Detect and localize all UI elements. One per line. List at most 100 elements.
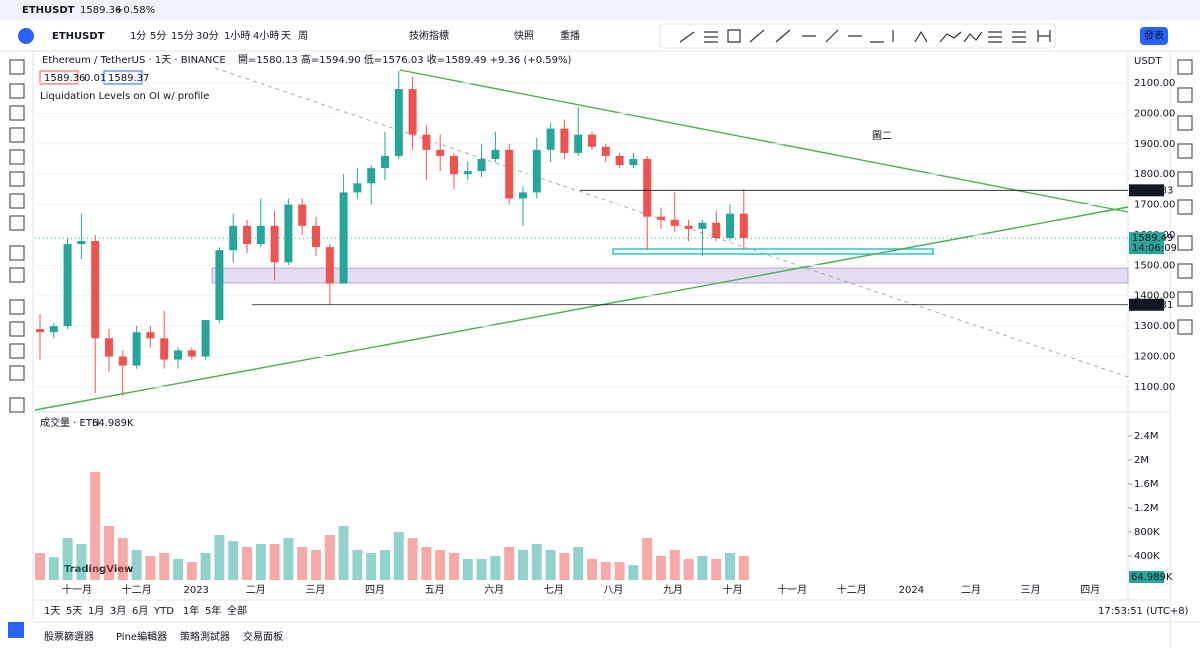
volume-value: 64.989K xyxy=(92,418,134,429)
range-button[interactable]: YTD xyxy=(153,606,174,617)
x-tick-label: 十一月 xyxy=(777,583,807,596)
volume-bar xyxy=(614,562,625,580)
tool-icon[interactable] xyxy=(9,365,25,381)
x-tick-label: 三月 xyxy=(305,584,325,596)
range-button[interactable]: 5年 xyxy=(205,604,221,617)
spread: 0.01 xyxy=(84,73,106,84)
tool-icon[interactable] xyxy=(9,343,25,359)
side-icon[interactable] xyxy=(1177,115,1193,131)
panel-tab[interactable]: Pine編輯器 xyxy=(116,630,167,643)
candle-body xyxy=(36,329,44,333)
volume-bar xyxy=(504,547,515,580)
candle-body xyxy=(670,219,679,226)
tool-icon[interactable] xyxy=(9,397,25,413)
interval-button[interactable]: 1小時 xyxy=(224,30,250,42)
volume-bar xyxy=(559,553,570,580)
range-button[interactable]: 3月 xyxy=(110,605,126,617)
avatar[interactable] xyxy=(18,28,34,44)
candle-body xyxy=(422,134,431,150)
side-icon[interactable] xyxy=(1177,291,1193,307)
x-tick-label: 二月 xyxy=(246,584,266,596)
tab-change: +0.58% xyxy=(115,5,155,16)
tool-icon[interactable] xyxy=(9,193,25,209)
volume-bar xyxy=(228,541,239,580)
tool-icon[interactable] xyxy=(9,171,25,187)
volume-bar xyxy=(117,538,128,580)
candle-body xyxy=(91,241,100,339)
tool-icon[interactable] xyxy=(9,149,25,165)
y-tick-label: 1900.00 xyxy=(1134,139,1175,150)
side-icon[interactable] xyxy=(1177,263,1193,279)
tool-icon[interactable] xyxy=(9,299,25,315)
range-button[interactable]: 5天 xyxy=(66,606,82,617)
y-tick-label: 1100.00 xyxy=(1134,382,1175,393)
volume-bar xyxy=(669,550,680,580)
panel-tab[interactable]: 股票篩選器 xyxy=(44,630,94,643)
candle-body xyxy=(229,225,238,251)
volume-tick-label: 1.2M xyxy=(1134,503,1159,514)
volume-bar xyxy=(186,562,197,580)
side-icon[interactable] xyxy=(1177,199,1193,215)
candle-body xyxy=(298,204,307,226)
candle-body xyxy=(118,356,127,366)
range-button[interactable]: 6月 xyxy=(132,605,148,617)
y-tick-label: 1800.00 xyxy=(1134,169,1175,180)
tool-icon[interactable] xyxy=(9,215,25,231)
volume-bar xyxy=(104,526,114,580)
tool-icon[interactable] xyxy=(9,245,25,261)
range-button[interactable]: 1天 xyxy=(44,606,60,617)
tab-bar xyxy=(0,0,1200,20)
tool-icon[interactable] xyxy=(9,59,25,75)
candle-body xyxy=(698,222,707,229)
x-tick-label: 四月 xyxy=(365,584,385,596)
candle-body xyxy=(367,168,376,184)
snapshot-button[interactable]: 快照 xyxy=(514,30,534,42)
tool-icon[interactable] xyxy=(9,127,25,143)
side-icon[interactable] xyxy=(1177,171,1193,187)
candle-body xyxy=(574,134,583,153)
volume-tick-label: 1.6M xyxy=(1134,479,1159,490)
last-price-label: 1589.49 xyxy=(1132,233,1173,244)
tool-icon[interactable] xyxy=(9,83,25,99)
drawing-tool-icons[interactable] xyxy=(679,29,1051,43)
side-icon[interactable] xyxy=(1177,59,1193,75)
interval-button[interactable]: 15分 xyxy=(171,30,194,42)
volume-bar xyxy=(573,547,584,580)
ask-box xyxy=(103,70,143,85)
y-tick-label: 2100.00 xyxy=(1134,78,1175,89)
volume-bar xyxy=(48,557,59,580)
panel-tab[interactable]: 策略測試器 xyxy=(180,630,230,643)
interval-button[interactable]: 周 xyxy=(298,30,308,42)
symbol[interactable]: ETHUSDT xyxy=(52,31,105,42)
tool-icon[interactable] xyxy=(9,321,25,337)
publish-label[interactable]: 發表 xyxy=(1144,29,1164,42)
star-button[interactable] xyxy=(8,622,24,638)
side-icon[interactable] xyxy=(1177,235,1193,251)
side-icon[interactable] xyxy=(1177,319,1193,335)
candle-body xyxy=(436,149,445,156)
replay-button[interactable]: 重播 xyxy=(560,29,580,42)
range-button[interactable]: 1年 xyxy=(183,604,199,617)
side-icon[interactable] xyxy=(1177,143,1193,159)
side-icon[interactable] xyxy=(1177,87,1193,103)
indicators-button[interactable]: 技術指標 xyxy=(409,29,449,42)
level-label: 1370.31 xyxy=(1132,300,1173,311)
interval-button[interactable]: 30分 xyxy=(196,30,219,42)
left-toolbar xyxy=(0,52,33,648)
range-button[interactable]: 1月 xyxy=(88,605,104,617)
interval-button[interactable]: 1分 xyxy=(130,30,146,42)
tool-icon[interactable] xyxy=(9,105,25,121)
candle-body xyxy=(312,225,320,248)
y-tick-label: 1400.00 xyxy=(1134,291,1175,302)
volume-bar xyxy=(311,550,321,580)
interval-button[interactable]: 天 xyxy=(281,31,291,42)
panel-tab[interactable]: 交易面板 xyxy=(243,630,283,643)
interval-button[interactable]: 5分 xyxy=(150,30,166,42)
publish-button[interactable] xyxy=(1140,27,1168,45)
tab-name: ETHUSDT xyxy=(22,5,75,16)
candle-body xyxy=(187,350,196,357)
tool-icon[interactable] xyxy=(9,267,25,283)
range-button[interactable]: 全部 xyxy=(227,604,247,617)
interval-button[interactable]: 4小時 xyxy=(253,30,279,42)
volume-bar xyxy=(476,559,487,580)
